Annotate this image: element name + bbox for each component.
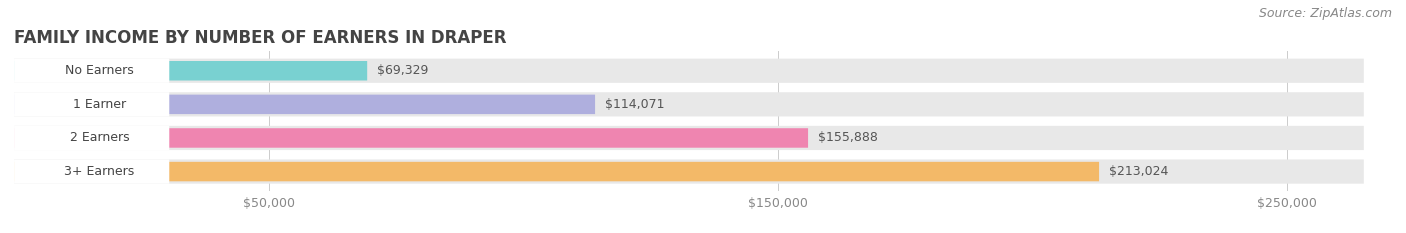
FancyBboxPatch shape bbox=[14, 95, 595, 114]
FancyBboxPatch shape bbox=[14, 126, 169, 150]
Text: Source: ZipAtlas.com: Source: ZipAtlas.com bbox=[1258, 7, 1392, 20]
Text: 1 Earner: 1 Earner bbox=[73, 98, 127, 111]
Text: $155,888: $155,888 bbox=[818, 131, 879, 144]
FancyBboxPatch shape bbox=[14, 92, 1364, 116]
FancyBboxPatch shape bbox=[14, 159, 1364, 184]
Text: $213,024: $213,024 bbox=[1109, 165, 1168, 178]
FancyBboxPatch shape bbox=[14, 128, 808, 148]
FancyBboxPatch shape bbox=[14, 159, 169, 184]
FancyBboxPatch shape bbox=[14, 92, 169, 116]
FancyBboxPatch shape bbox=[14, 162, 1099, 181]
Text: 3+ Earners: 3+ Earners bbox=[65, 165, 135, 178]
Text: $69,329: $69,329 bbox=[377, 64, 429, 77]
FancyBboxPatch shape bbox=[14, 59, 169, 83]
FancyBboxPatch shape bbox=[14, 61, 367, 80]
Text: $114,071: $114,071 bbox=[605, 98, 665, 111]
FancyBboxPatch shape bbox=[14, 59, 1364, 83]
Text: No Earners: No Earners bbox=[65, 64, 134, 77]
Text: 2 Earners: 2 Earners bbox=[70, 131, 129, 144]
Text: FAMILY INCOME BY NUMBER OF EARNERS IN DRAPER: FAMILY INCOME BY NUMBER OF EARNERS IN DR… bbox=[14, 29, 506, 47]
FancyBboxPatch shape bbox=[14, 126, 1364, 150]
